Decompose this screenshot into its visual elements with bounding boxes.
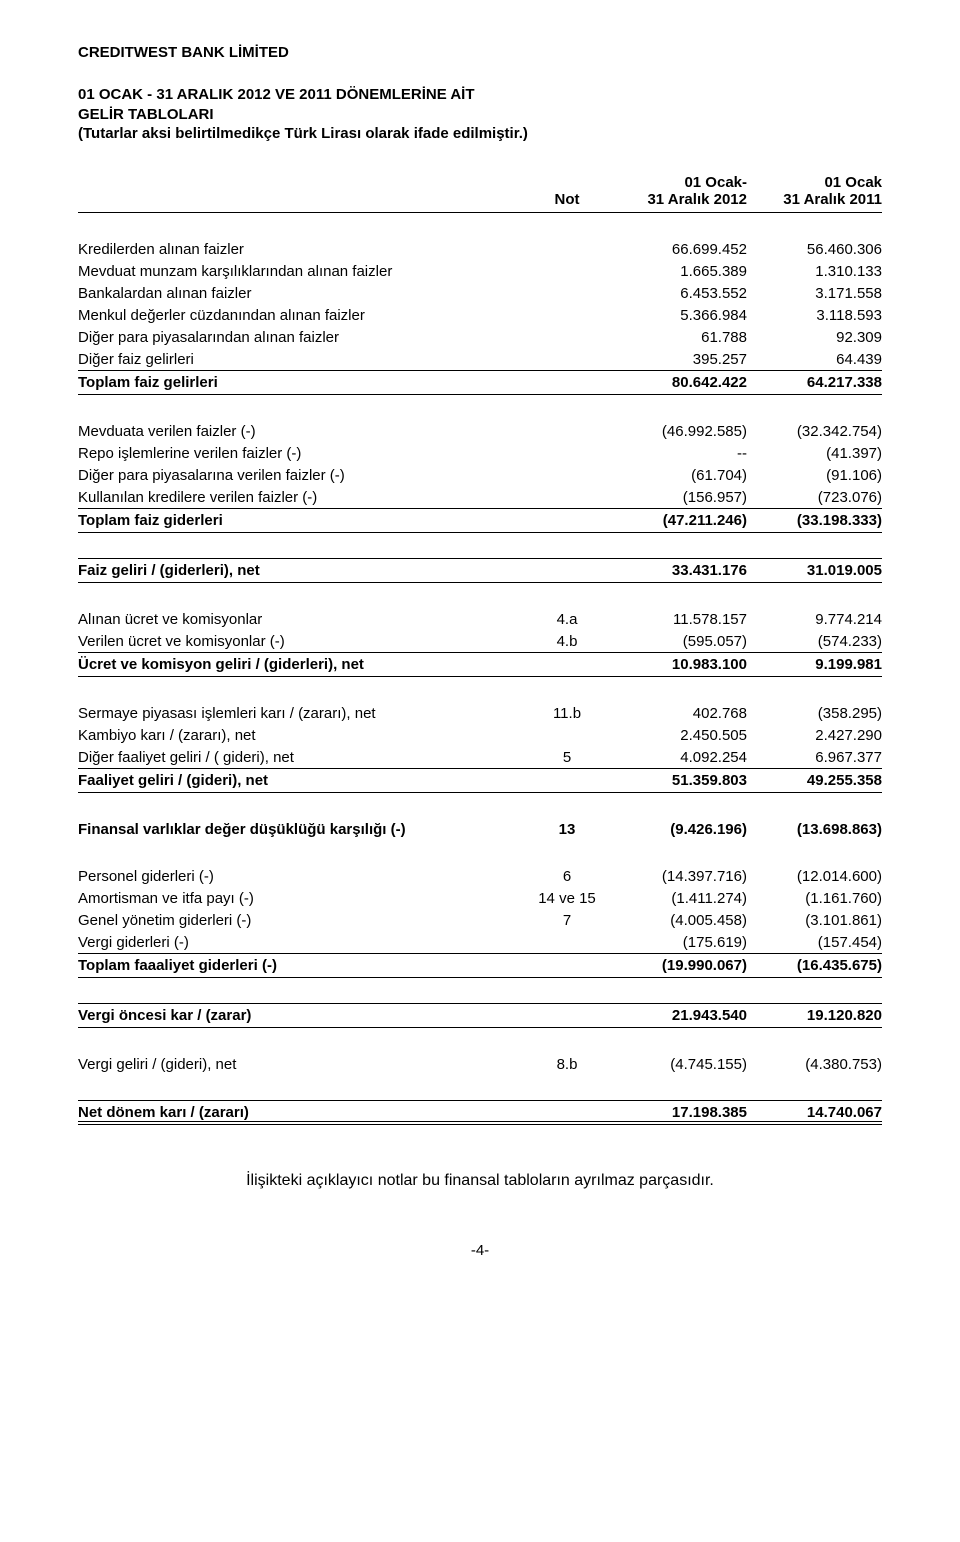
heading-line-2: GELİR TABLOLARI [78,105,882,125]
table-row: Mevduata verilen faizler (-)(46.992.585)… [78,420,882,442]
table-row: Kambiyo karı / (zararı), net2.450.5052.4… [78,724,882,746]
income-statement-table: Not 01 Ocak- 31 Aralık 2012 01 Ocak 31 A… [78,172,882,1125]
table-row: Mevduat munzam karşılıklarından alınan f… [78,260,882,282]
header-col-1-l2: 31 Aralık 2012 [612,191,747,208]
heading-line-1: 01 OCAK - 31 ARALIK 2012 VE 2011 DÖNEMLE… [78,85,882,105]
subtotal-row: Toplam faaaliyet giderleri (-)(19.990.06… [78,954,882,978]
subtotal-row: Ücret ve komisyon geliri / (giderleri), … [78,653,882,677]
subtotal-row: Toplam faiz gelirleri80.642.42264.217.33… [78,371,882,395]
table-row: Repo işlemlerine verilen faizler (-)--(4… [78,442,882,464]
heading-line-3: (Tutarlar aksi belirtilmedikçe Türk Lira… [78,124,882,144]
table-row: Kredilerden alınan faizler66.699.45256.4… [78,238,882,260]
footnote: İlişikteki açıklayıcı notlar bu finansal… [78,1172,882,1190]
header-col-1-l1: 01 Ocak- [612,174,747,191]
header-col-2-l1: 01 Ocak [747,174,882,191]
page: CREDITWEST BANK LİMİTED 01 OCAK - 31 ARA… [0,0,960,1542]
subtotal-row: Faiz geliri / (giderleri), net33.431.176… [78,559,882,583]
header-col-2: 01 Ocak 31 Aralık 2011 [747,172,882,213]
table-row: Amortisman ve itfa payı (-)14 ve 15(1.41… [78,887,882,909]
subtotal-row: Vergi öncesi kar / (zarar)21.943.54019.1… [78,1004,882,1028]
company-name: CREDITWEST BANK LİMİTED [78,44,882,61]
table-row: Personel giderleri (-)6(14.397.716)(12.0… [78,865,882,887]
subtotal-row: Toplam faiz giderleri(47.211.246)(33.198… [78,509,882,533]
table-row: Genel yönetim giderleri (-)7(4.005.458)(… [78,909,882,931]
table-header-row: Not 01 Ocak- 31 Aralık 2012 01 Ocak 31 A… [78,172,882,213]
table-row: Vergi geliri / (gideri), net8.b(4.745.15… [78,1053,882,1075]
subtotal-row: Faaliyet geliri / (gideri), net51.359.80… [78,769,882,793]
table-row: Verilen ücret ve komisyonlar (-)4.b(595.… [78,630,882,653]
header-col-2-l2: 31 Aralık 2011 [747,191,882,208]
table-row: Vergi giderleri (-)(175.619)(157.454) [78,931,882,954]
header-col-1: 01 Ocak- 31 Aralık 2012 [612,172,747,213]
table-row: Diğer para piyasalarına verilen faizler … [78,464,882,486]
table-row: Diğer faaliyet geliri / ( gideri), net54… [78,746,882,769]
header-note: Not [522,172,612,213]
table-row: Diğer para piyasalarından alınan faizler… [78,326,882,348]
total-row: Net dönem karı / (zararı)17.198.38514.74… [78,1101,882,1125]
table-row: Sermaye piyasası işlemleri karı / (zarar… [78,702,882,724]
table-row: Finansal varlıklar değer düşüklüğü karşı… [78,818,882,840]
page-number: -4- [78,1242,882,1259]
table-row: Kullanılan kredilere verilen faizler (-)… [78,486,882,509]
table-row: Diğer faiz gelirleri395.25764.439 [78,348,882,371]
table-row: Menkul değerler cüzdanından alınan faizl… [78,304,882,326]
table-row: Bankalardan alınan faizler6.453.5523.171… [78,282,882,304]
table-row: Alınan ücret ve komisyonlar4.a11.578.157… [78,608,882,630]
